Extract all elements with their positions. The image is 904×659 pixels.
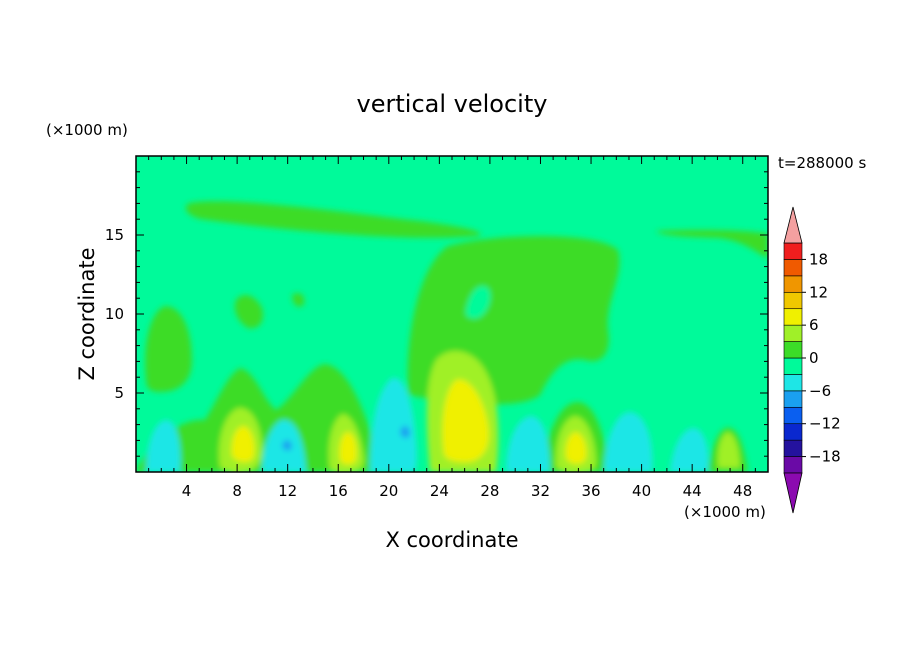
y-tick-label: 15: [105, 226, 124, 244]
x-tick-label: 20: [379, 482, 398, 500]
low-level-band: [136, 364, 380, 472]
core-left-inner: [231, 426, 255, 462]
x-tick-label: 12: [278, 482, 297, 500]
x-tick-label: 24: [430, 482, 449, 500]
colorbar-segment: [783, 423, 803, 441]
x-tick-label: 8: [232, 482, 242, 500]
downdraft-left: [146, 420, 181, 472]
colorbar-tick-label: −6: [809, 382, 831, 400]
colorbar-segment: [783, 390, 803, 408]
anvil-hole: [465, 286, 491, 319]
colorbar-segment: [783, 374, 803, 392]
colorbar-segment: [783, 242, 803, 260]
colorbar: −18 −12 −6 0 6 12 18: [783, 206, 841, 514]
core-mid-inner: [339, 432, 357, 465]
colorbar-segment: [783, 439, 803, 457]
colorbar-segment: [783, 406, 803, 425]
colorbar-segment: [783, 456, 803, 474]
chart-title: vertical velocity: [357, 90, 548, 118]
x-tick-label: 48: [733, 482, 752, 500]
colorbar-tick-label: 0: [809, 349, 819, 367]
left-weak-column: [145, 306, 192, 392]
colorbar-segment: [783, 324, 803, 342]
colorbar-tick-label: 6: [809, 316, 819, 334]
y-unit-label: (×1000 m): [46, 121, 128, 139]
downdraft-right-center: [506, 416, 550, 472]
x-axis-title: X coordinate: [385, 528, 518, 552]
y-tick-label: 5: [114, 384, 124, 402]
core-main-inner: [442, 379, 489, 462]
x-axis-ticks: 4 8 12 16 20 24 28 32 36 40 44 48: [135, 156, 769, 500]
x-tick-label: 4: [182, 482, 192, 500]
colorbar-segment: [783, 341, 803, 359]
colorbar-segment: [783, 308, 803, 326]
x-tick-label: 28: [480, 482, 499, 500]
time-label: t=288000 s: [778, 154, 866, 172]
x-unit-label: (×1000 m): [684, 503, 766, 521]
x-tick-label: 32: [531, 482, 550, 500]
core-right-inner: [565, 432, 587, 464]
downdraft-far-right: [670, 428, 709, 472]
colorbar-segment: [783, 259, 803, 277]
x-tick-label: 40: [632, 482, 651, 500]
colorbar-tick-label: −12: [809, 415, 841, 433]
x-tick-label: 16: [329, 482, 348, 500]
downdraft-right: [604, 412, 653, 472]
core-far-right-outer: [717, 432, 740, 468]
y-tick-label: 10: [105, 305, 124, 323]
colorbar-tick-label: 12: [809, 283, 828, 301]
contour-field: [136, 156, 768, 472]
x-tick-label: 44: [683, 482, 702, 500]
right-thin-band: [656, 230, 768, 258]
x-tick-label: 36: [581, 482, 600, 500]
colorbar-over-triangle: [783, 206, 803, 244]
y-axis-title: Z coordinate: [75, 247, 99, 380]
y-axis-ticks: 5 10 15: [105, 155, 768, 473]
colorbar-under-triangle: [783, 472, 803, 514]
colorbar-tick-label: −18: [809, 448, 841, 466]
upper-level-band: [185, 201, 481, 238]
colorbar-segment: [783, 275, 803, 293]
downdraft-center: [370, 377, 417, 472]
colorbar-tick-label: 18: [809, 250, 828, 268]
colorbar-segment: [783, 357, 803, 375]
colorbar-segment: [783, 291, 803, 310]
